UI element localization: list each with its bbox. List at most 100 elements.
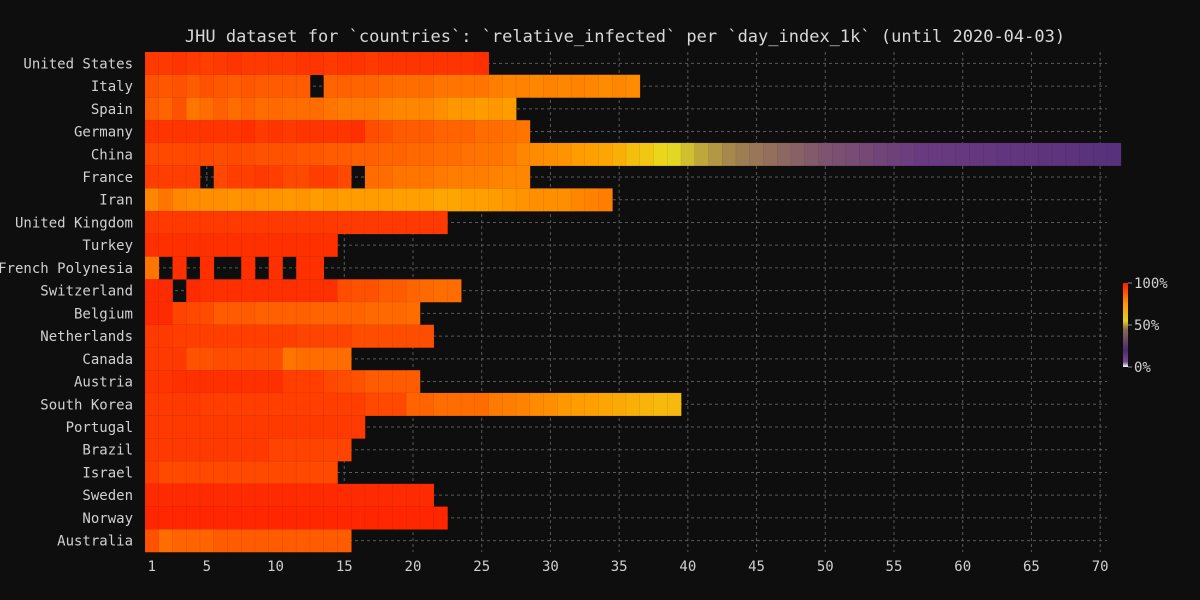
heatmap-cell [158, 369, 174, 394]
heatmap-cell [172, 392, 187, 417]
heatmap-cell [460, 97, 476, 121]
heatmap-cell [543, 74, 558, 99]
heatmap-cell [213, 324, 229, 349]
x-tick-label: 35 [611, 559, 628, 575]
heatmap-cell [213, 506, 229, 530]
heatmap-cell [295, 347, 311, 371]
heatmap-cell [144, 438, 160, 462]
heatmap-cell [584, 142, 600, 167]
heatmap-cell [268, 119, 284, 144]
heatmap-cell [172, 188, 187, 212]
heatmap-cell [144, 529, 160, 553]
heatmap-cell [144, 279, 160, 303]
heatmap-cell [144, 301, 160, 326]
heatmap-cell [213, 165, 229, 189]
heatmap-cell [282, 210, 297, 235]
heatmap-cell [309, 369, 325, 394]
heatmap-cell [378, 279, 394, 303]
heatmap-cell [268, 460, 284, 485]
heatmap-cell [172, 369, 187, 394]
heatmap-cell [515, 188, 531, 212]
heatmap-cell [254, 279, 270, 303]
heatmap-cell [392, 392, 407, 417]
heatmap-cell [213, 415, 229, 439]
heatmap-cell [254, 369, 270, 394]
heatmap-cell [419, 324, 435, 349]
heatmap-cell [282, 460, 297, 485]
heatmap-cell [337, 279, 352, 303]
y-tick-label: Belgium [74, 306, 133, 322]
heatmap-cell [158, 347, 174, 371]
heatmap-cell [309, 324, 325, 349]
x-tick-label: 20 [405, 559, 422, 575]
y-tick-label: French Polynesia [0, 261, 133, 277]
heatmap-cell [1010, 142, 1026, 167]
x-tick-label: 5 [203, 559, 211, 575]
heatmap-cell [337, 188, 352, 212]
heatmap-cell [502, 74, 517, 99]
heatmap-cell [172, 51, 187, 76]
heatmap-cell [419, 74, 435, 99]
heatmap-cell [323, 483, 339, 508]
heatmap-cell [144, 392, 160, 417]
heatmap-cell [419, 483, 435, 508]
heatmap-cell [172, 301, 187, 326]
heatmap-cell [158, 415, 174, 439]
heatmap-cell [570, 142, 586, 167]
heatmap-cell [1093, 142, 1108, 167]
heatmap-cell [199, 233, 215, 258]
heatmap-cell [323, 347, 339, 371]
heatmap-cell [268, 210, 284, 235]
heatmap-cell [185, 188, 201, 212]
heatmap-cell [309, 97, 325, 121]
heatmap-cell [227, 460, 242, 485]
heatmap-cell [268, 233, 284, 258]
heatmap-cell [392, 210, 407, 235]
heatmap-cell [337, 97, 352, 121]
heatmap-cell [337, 506, 352, 530]
heatmap-cell [144, 97, 160, 121]
heatmap-cell [185, 347, 201, 371]
heatmap-cell [158, 119, 174, 144]
heatmap-cell [213, 347, 229, 371]
heatmap-cell [502, 165, 517, 189]
heatmap-cell [983, 142, 998, 167]
heatmap-cell [350, 188, 366, 212]
heatmap-cell [158, 51, 174, 76]
heatmap-cell [172, 460, 187, 485]
heatmap-cell [474, 51, 490, 76]
heatmap-cell [598, 392, 613, 417]
heatmap-cell [804, 142, 820, 167]
heatmap-cell [350, 415, 366, 439]
heatmap-cell [776, 142, 792, 167]
heatmap-cell [309, 142, 325, 167]
colorbar-tick-label: 100% [1134, 276, 1168, 292]
heatmap-cell [295, 369, 311, 394]
heatmap-cell [886, 142, 902, 167]
heatmap-cell [378, 142, 394, 167]
heatmap-cell [213, 188, 229, 212]
colorbar-gradient [1123, 283, 1128, 367]
heatmap-cell [570, 74, 586, 99]
heatmap-cell [158, 188, 174, 212]
heatmap-cell [144, 165, 160, 189]
heatmap-cell [254, 392, 270, 417]
heatmap-cell [199, 279, 215, 303]
heatmap-cell [323, 188, 339, 212]
heatmap-cell [213, 119, 229, 144]
heatmap-cell [625, 142, 641, 167]
heatmap-cell [625, 74, 641, 99]
heatmap-cell [337, 74, 352, 99]
heatmap-cell [295, 165, 311, 189]
heatmap-cell [309, 529, 325, 553]
heatmap-cell [337, 301, 352, 326]
heatmap-cell [172, 210, 187, 235]
colorbar: 0% 50% 100% [1123, 276, 1168, 376]
heatmap-cell [474, 97, 490, 121]
heatmap-cell [213, 97, 229, 121]
heatmap-cell [557, 188, 572, 212]
heatmap-cell [309, 438, 325, 462]
y-tick-label: Sweden [82, 488, 133, 504]
heatmap-cell [1024, 142, 1039, 167]
heatmap-cell [295, 392, 311, 417]
